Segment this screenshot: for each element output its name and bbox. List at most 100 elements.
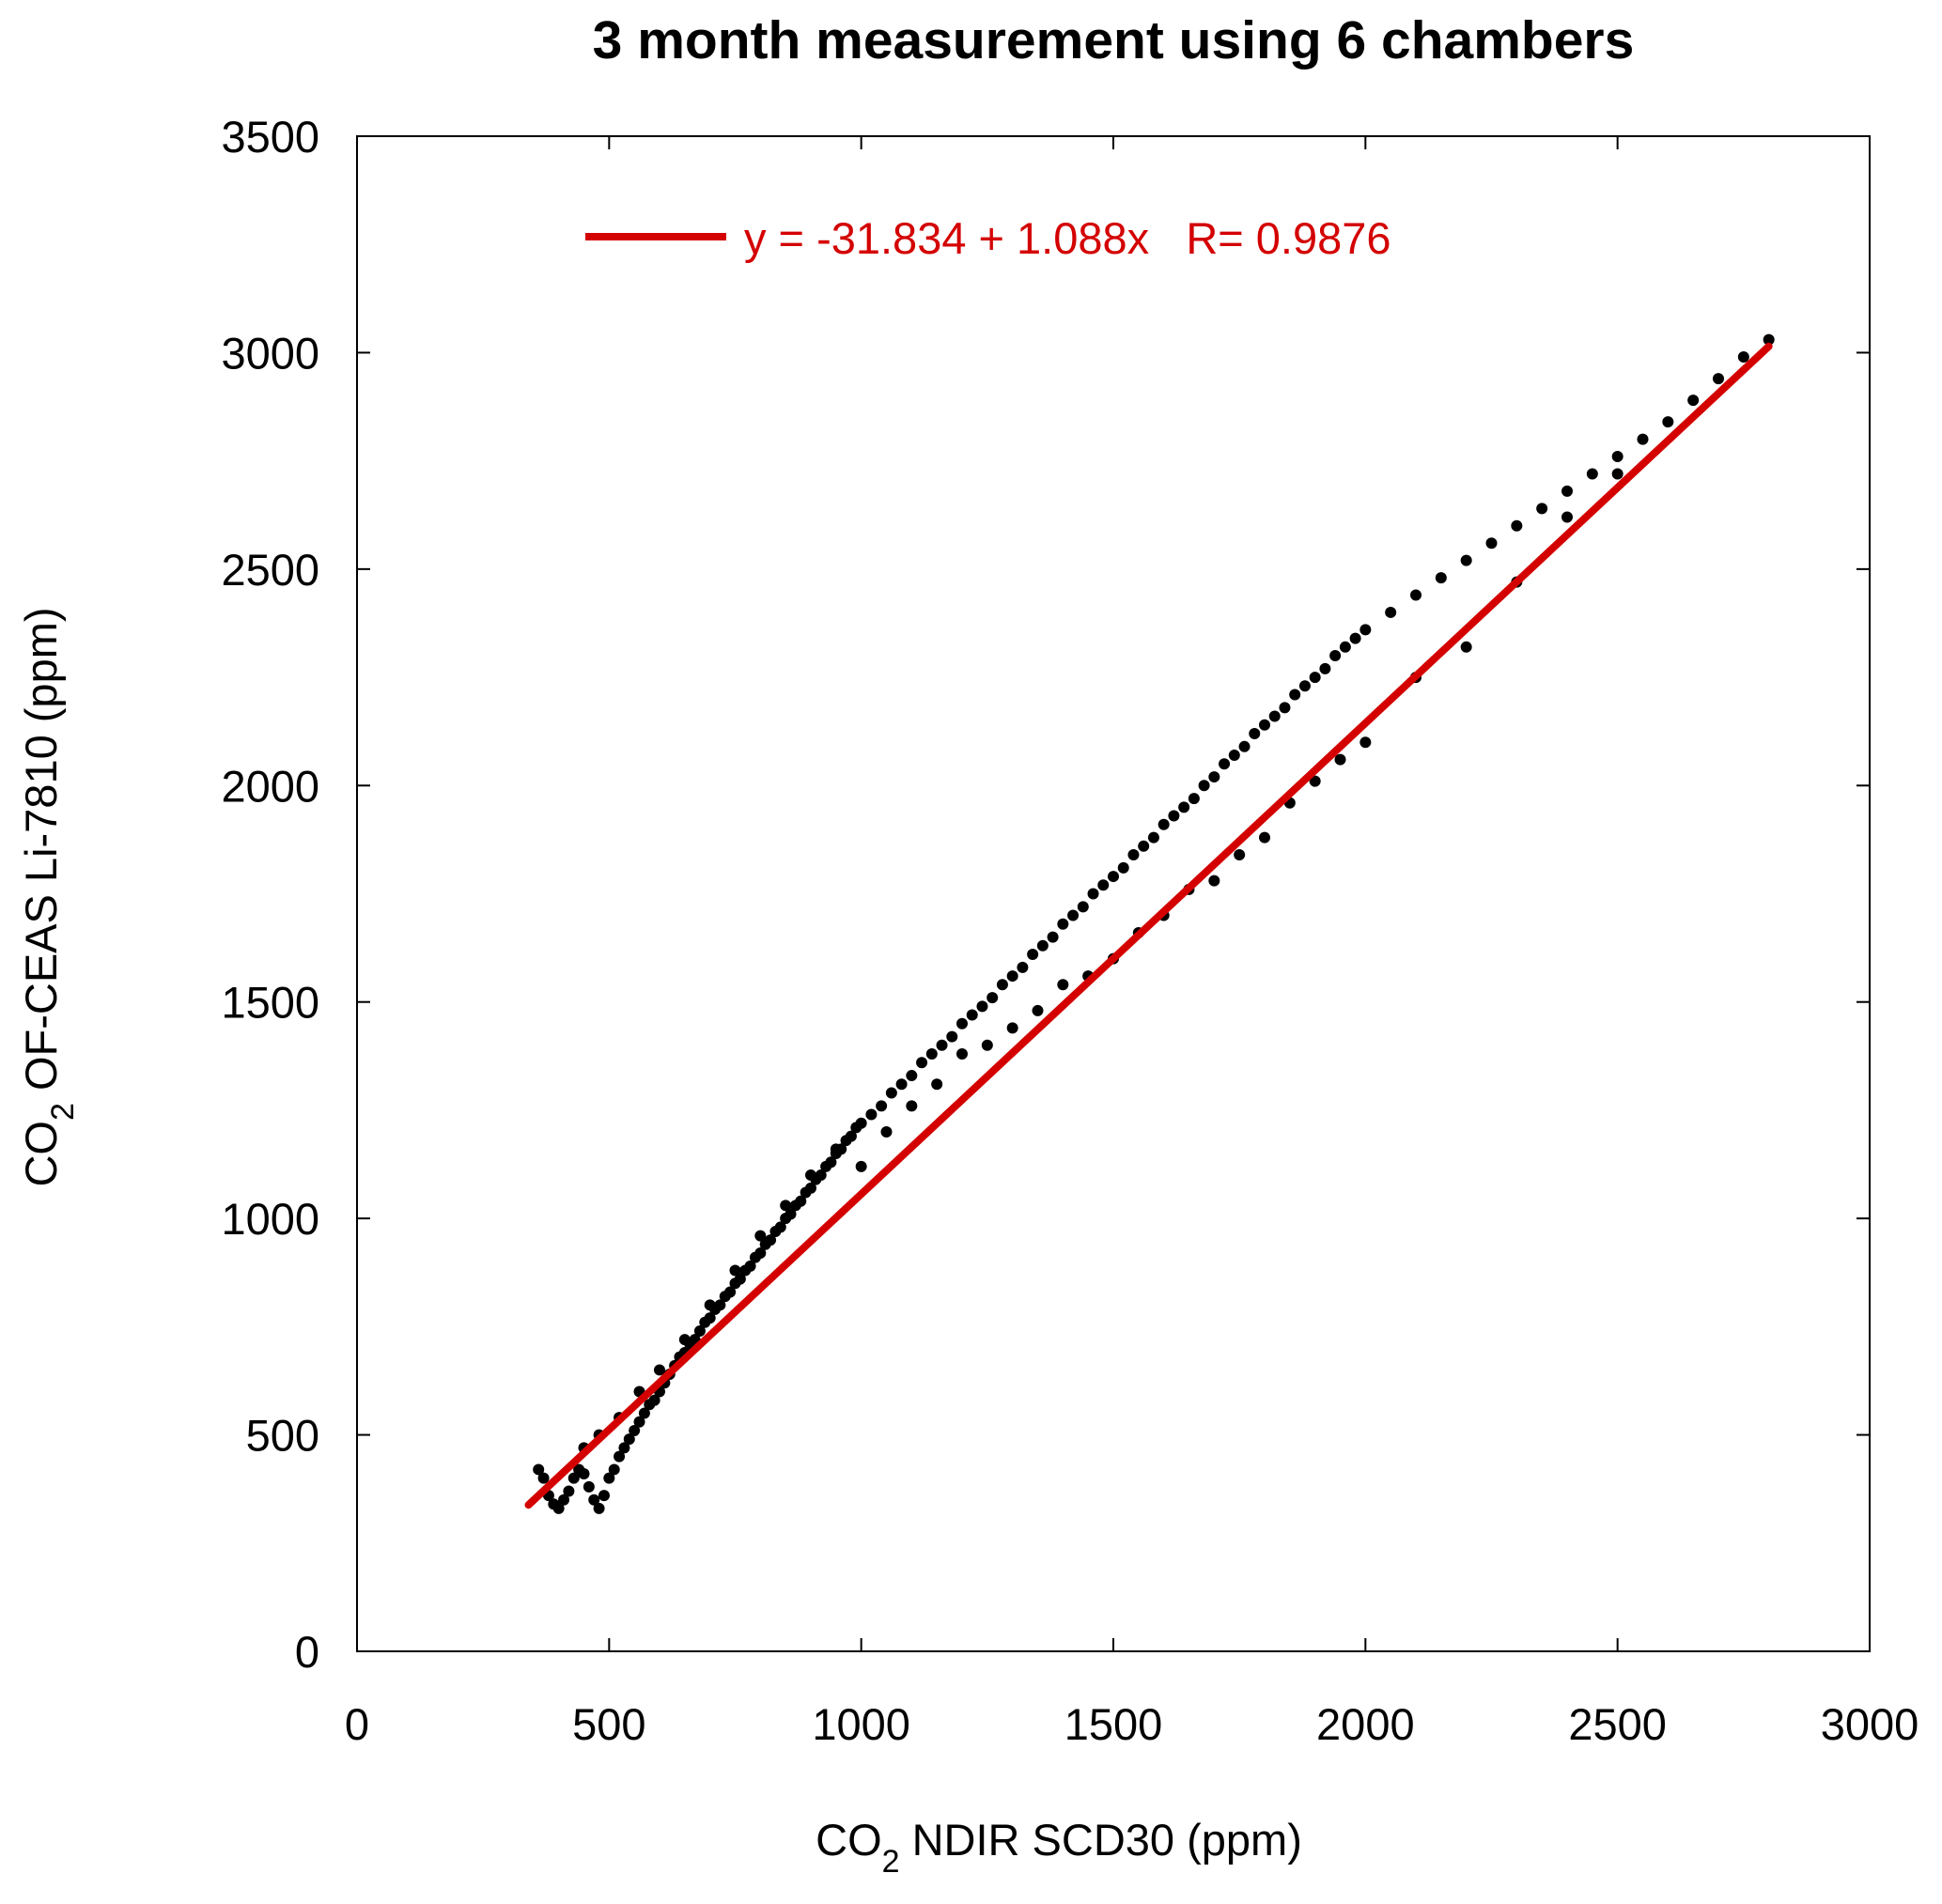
data-point	[1259, 719, 1270, 731]
x-tick-label: 1500	[1064, 1699, 1163, 1749]
data-point	[1385, 606, 1397, 618]
data-point	[638, 1407, 650, 1419]
x-axis-label: CO2 NDIR SCD30 (ppm)	[816, 1815, 1302, 1880]
x-tick-label: 3000	[1821, 1699, 1919, 1749]
y-tick-label: 0	[295, 1627, 319, 1677]
data-point	[1032, 1004, 1044, 1016]
data-point	[1319, 662, 1331, 674]
data-point	[946, 1030, 958, 1043]
data-point	[1298, 680, 1311, 692]
x-tick-label: 1000	[812, 1699, 910, 1749]
data-point	[558, 1494, 570, 1506]
data-point	[1259, 831, 1270, 844]
x-axis-label-rest: NDIR SCD30 (ppm)	[900, 1815, 1302, 1865]
data-point	[608, 1463, 620, 1476]
data-point	[552, 1502, 565, 1514]
data-point	[603, 1472, 615, 1484]
data-point	[925, 1048, 938, 1060]
data-point	[830, 1143, 842, 1155]
data-point	[765, 1234, 777, 1246]
data-point	[855, 1160, 867, 1172]
data-point	[1208, 875, 1220, 887]
data-point	[1208, 771, 1220, 783]
regression-line-group	[524, 342, 1773, 1509]
data-point	[1339, 641, 1351, 653]
data-point	[1309, 775, 1321, 787]
data-point	[1687, 395, 1700, 407]
data-point	[629, 1424, 641, 1436]
data-point	[1435, 572, 1447, 584]
data-point	[1067, 909, 1080, 921]
y-tick-label: 2000	[221, 761, 319, 811]
data-point	[785, 1208, 797, 1220]
data-point	[744, 1260, 756, 1272]
y-tick-label: 2500	[221, 545, 319, 595]
data-point	[1178, 801, 1190, 813]
chart-title: 3 month measurement using 6 chambers	[593, 10, 1635, 70]
data-point	[855, 1117, 867, 1129]
data-point	[1157, 818, 1170, 830]
data-point	[724, 1286, 737, 1298]
data-point	[1006, 1022, 1018, 1034]
data-point	[1334, 753, 1346, 766]
x-tick-label: 0	[345, 1699, 369, 1749]
data-point	[805, 1169, 816, 1182]
data-point	[1138, 840, 1150, 852]
data-point	[1662, 416, 1674, 428]
data-point	[996, 979, 1008, 991]
data-point	[885, 1087, 897, 1099]
y-axis-label-subscript: 2	[45, 1103, 81, 1121]
data-point	[588, 1494, 600, 1506]
y-tick-label: 3000	[221, 328, 319, 378]
data-point	[825, 1156, 837, 1169]
data-point	[1057, 979, 1069, 991]
data-point	[1279, 702, 1291, 714]
data-point	[956, 1017, 968, 1029]
data-point	[780, 1200, 792, 1212]
data-point	[1198, 780, 1210, 792]
data-point	[1188, 793, 1200, 805]
data-point	[648, 1394, 660, 1406]
data-point	[906, 1070, 918, 1082]
data-point	[956, 1048, 968, 1060]
data-point	[1249, 727, 1261, 739]
y-tick-label: 3500	[221, 112, 319, 162]
data-point	[895, 1078, 908, 1091]
data-point	[1097, 879, 1110, 891]
data-point	[678, 1334, 691, 1346]
data-point	[815, 1169, 827, 1182]
plot-frame	[356, 135, 1871, 1652]
data-point	[1289, 689, 1301, 701]
data-point	[754, 1247, 767, 1260]
legend-label: y = -31.834 + 1.088x R= 0.9876	[744, 213, 1391, 263]
data-point	[1047, 931, 1059, 943]
data-point	[1309, 672, 1321, 684]
data-point	[1017, 961, 1029, 973]
data-point	[1036, 939, 1049, 952]
data-point	[533, 1463, 545, 1476]
data-point	[795, 1195, 807, 1207]
data-point	[865, 1108, 878, 1121]
data-point	[1234, 849, 1246, 861]
data-point	[987, 992, 999, 1004]
y-tick-label: 1000	[221, 1194, 319, 1244]
data-point	[1238, 740, 1251, 752]
data-point	[654, 1364, 665, 1376]
y-axis-label-main: CO	[16, 1121, 66, 1187]
y-tick-label: 1500	[221, 978, 319, 1028]
data-point	[1268, 710, 1281, 722]
data-point	[876, 1100, 888, 1112]
data-point	[976, 1000, 988, 1013]
data-point	[1713, 373, 1724, 385]
data-point	[1586, 468, 1598, 480]
data-point	[966, 1009, 978, 1021]
data-point	[1737, 351, 1749, 364]
data-point	[563, 1485, 575, 1497]
y-axis-label-rest: OF-CEAS Li-7810 (ppm)	[16, 607, 66, 1103]
data-point	[1228, 750, 1240, 762]
data-point	[693, 1324, 706, 1337]
data-point	[1057, 918, 1069, 930]
data-point	[805, 1182, 816, 1194]
data-point	[1359, 736, 1372, 749]
